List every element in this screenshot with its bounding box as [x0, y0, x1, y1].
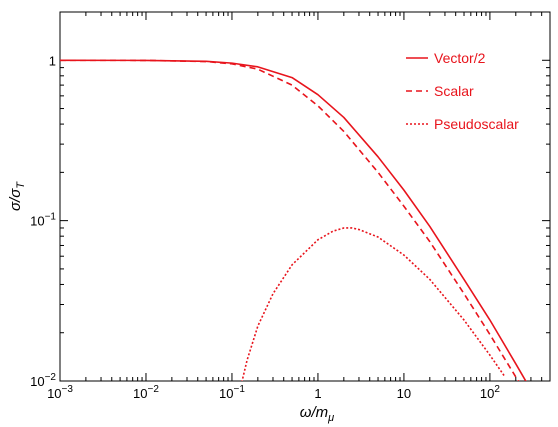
x-tick-label: 10−2: [133, 384, 159, 401]
x-tick-label: 1: [314, 386, 321, 401]
legend: Vector/2 Scalar Pseudoscalar: [406, 50, 519, 132]
legend-label: Vector/2: [434, 50, 486, 66]
legend-label: Scalar: [434, 83, 474, 99]
x-axis-label: ω/mμ: [300, 404, 334, 424]
legend-label: Pseudoscalar: [434, 116, 519, 132]
series-line-vector-2: [60, 59, 527, 381]
series-line-pseudoscalar: [241, 227, 506, 381]
x-tick-label: 102: [480, 384, 500, 401]
axes: [59, 11, 551, 382]
y-tick-label: 10−2: [30, 372, 56, 389]
x-tick-label: 10−3: [47, 384, 73, 401]
y-tick-label: 1: [49, 53, 56, 68]
y-tick-label: 10−1: [30, 212, 56, 229]
y-axis-label: σ/σT: [7, 181, 27, 211]
series-lines: [60, 59, 527, 381]
x-tick-label: 10−1: [219, 384, 245, 401]
series-line-scalar: [60, 59, 520, 381]
plot-frame: [59, 11, 551, 382]
x-tick-label: 10: [397, 386, 411, 401]
